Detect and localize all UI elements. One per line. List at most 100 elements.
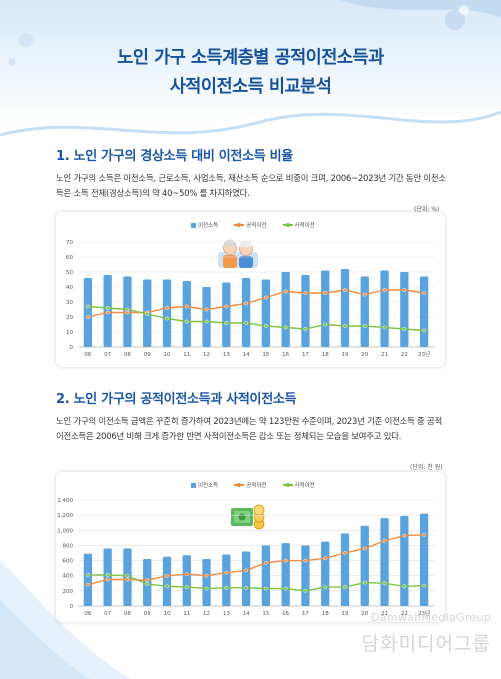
series-point [382, 288, 387, 292]
series-point [224, 304, 229, 309]
series-point [184, 572, 189, 577]
series-point [244, 568, 249, 573]
y-tick-label: 20 [66, 315, 73, 321]
y-tick-label: 0 [70, 604, 74, 610]
series-point [323, 585, 328, 590]
x-tick-label: 08 [124, 611, 131, 617]
elderly-couple-icon [218, 239, 258, 268]
series-point [244, 321, 249, 325]
legend-label: 공적이전 [246, 483, 267, 489]
series-point [224, 570, 229, 575]
bar [241, 551, 251, 606]
series-point [165, 584, 169, 589]
x-tick-label: 13 [223, 611, 230, 617]
x-tick-label: 09 [144, 352, 151, 358]
series-point [204, 586, 209, 591]
x-tick-label: 08 [124, 352, 131, 358]
legend-label: 공적이전 [246, 223, 267, 229]
legend-label: 이전소득 [198, 223, 219, 229]
legend-swatch-line [282, 482, 293, 487]
bar [340, 269, 350, 347]
bar [261, 279, 271, 347]
series-point [402, 327, 407, 331]
bar [162, 556, 172, 606]
legend-label: 이전소득 [198, 483, 219, 489]
x-tick-label: 11 [183, 611, 190, 617]
series-point [184, 585, 189, 590]
money-icon [231, 504, 265, 530]
series-point [165, 306, 169, 310]
series-point [422, 291, 427, 295]
x-tick-label: 11 [183, 352, 190, 358]
series-point [263, 586, 268, 591]
series-point [165, 573, 169, 578]
bar [281, 543, 290, 606]
bar [301, 545, 310, 606]
bar [380, 270, 389, 347]
series-point [85, 315, 90, 319]
legend-item: 공적이전 [234, 221, 267, 229]
series-point [422, 583, 427, 588]
series-point [263, 324, 268, 328]
y-tick-label: 800 [63, 543, 74, 549]
x-tick-label: 17 [302, 352, 309, 358]
x-tick-label: 14 [243, 352, 250, 358]
bar [301, 275, 310, 347]
bar [419, 513, 429, 606]
series-point [343, 324, 347, 328]
series-point [303, 291, 308, 295]
watermark-latin: DamwahMediaGroup [371, 611, 491, 624]
series-point [303, 588, 308, 593]
x-tick-label: 16 [282, 611, 289, 617]
bar [419, 276, 429, 347]
legend-swatch-bar [191, 482, 196, 488]
series-point [244, 301, 249, 306]
x-tick-label: 07 [104, 352, 111, 358]
series-point [204, 307, 209, 312]
x-tick-label: 10 [164, 352, 171, 358]
legend-label: 사적이전 [294, 223, 315, 229]
title-line-1: 노인 가구 소득계층별 공적이전소득과 [117, 48, 384, 68]
bar [241, 278, 251, 347]
x-tick-label: 21 [381, 611, 388, 617]
series-point [105, 573, 110, 577]
series-point [244, 585, 249, 590]
y-tick-label: 1,400 [57, 498, 73, 504]
series-point [85, 573, 90, 577]
section2-heading: 2. 노인 가구의 공적이전소득과 사적이전소득 [56, 392, 297, 407]
bar [340, 533, 350, 606]
series-point [362, 580, 367, 585]
series-point [85, 304, 90, 309]
x-tick-label: 22 [401, 352, 408, 358]
series-point [125, 577, 130, 582]
series-point [263, 560, 268, 565]
page-title: 노인 가구 소득계층별 공적이전소득과 사적이전소득 비교분석 [0, 44, 501, 102]
legend-swatch-line [282, 222, 293, 227]
bar [83, 553, 93, 606]
x-tick-label: 22 [401, 611, 408, 617]
series-point [145, 312, 150, 316]
x-tick-label: 15 [262, 352, 269, 358]
y-tick-label: 400 [63, 574, 74, 580]
bar [202, 287, 211, 347]
bar [222, 554, 231, 606]
series-point [422, 328, 427, 333]
bar [182, 281, 191, 347]
series-point [125, 573, 130, 578]
chart2-plot: 0 200 400 600 800 1,000 1,200 1,400 06 07 08 09 10 11… [57, 498, 434, 617]
bar [400, 515, 409, 606]
bar [182, 555, 191, 606]
y-tick-label: 40 [66, 285, 73, 291]
y-tick-label: 60 [66, 255, 73, 261]
series-line [87, 305, 425, 332]
bar [400, 272, 409, 347]
x-tick-label: 17 [302, 611, 309, 617]
bar [202, 559, 211, 606]
series-point [382, 538, 387, 543]
y-tick-label: 600 [63, 559, 74, 565]
chart2-container: 이전소득 공적이전 사적이전 0 200 400 600 800 1,000 1,200 1,… [56, 472, 445, 622]
y-tick-label: 70 [66, 240, 73, 246]
series-point [165, 316, 169, 321]
x-tick-label: 20 [361, 611, 368, 617]
